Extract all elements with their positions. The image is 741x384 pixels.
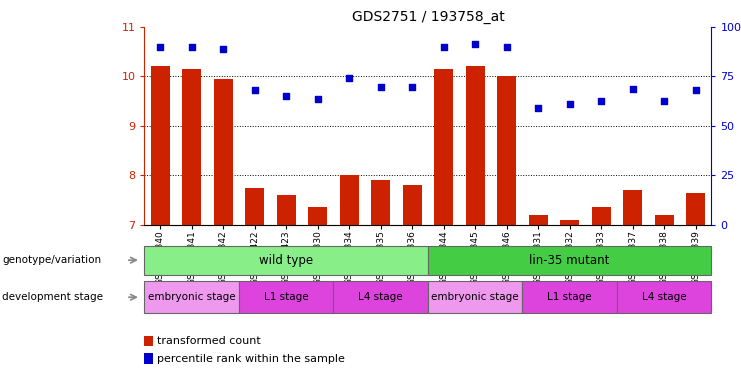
Point <box>186 44 198 50</box>
Bar <box>528 215 548 225</box>
Bar <box>371 180 390 225</box>
Point <box>627 86 639 92</box>
Bar <box>213 79 233 225</box>
Text: lin-35 mutant: lin-35 mutant <box>530 254 610 266</box>
Title: GDS2751 / 193758_at: GDS2751 / 193758_at <box>351 10 505 25</box>
Point <box>501 44 513 50</box>
Bar <box>144 246 428 275</box>
Text: genotype/variation: genotype/variation <box>2 255 102 265</box>
Text: development stage: development stage <box>2 292 103 302</box>
Bar <box>497 76 516 225</box>
Bar <box>623 190 642 225</box>
Point <box>658 98 670 104</box>
Bar <box>182 69 201 225</box>
Point <box>469 41 481 47</box>
Bar <box>655 215 674 225</box>
Text: L4 stage: L4 stage <box>642 292 686 302</box>
Point <box>312 96 324 102</box>
Bar <box>151 66 170 225</box>
Text: percentile rank within the sample: percentile rank within the sample <box>157 354 345 364</box>
Bar <box>144 353 153 364</box>
Bar <box>522 281 617 313</box>
Bar <box>465 66 485 225</box>
Bar <box>686 192 705 225</box>
Bar <box>277 195 296 225</box>
Point <box>375 84 387 90</box>
Bar <box>333 281 428 313</box>
Bar <box>560 220 579 225</box>
Text: L1 stage: L1 stage <box>548 292 592 302</box>
Bar <box>339 175 359 225</box>
Text: wild type: wild type <box>259 254 313 266</box>
Text: embryonic stage: embryonic stage <box>431 292 519 302</box>
Point <box>406 84 418 90</box>
Bar <box>144 336 153 346</box>
Point <box>154 44 166 50</box>
Point <box>438 44 450 50</box>
Bar <box>591 207 611 225</box>
Text: transformed count: transformed count <box>157 336 261 346</box>
Bar <box>308 207 327 225</box>
Point <box>564 101 576 107</box>
Bar <box>428 246 711 275</box>
Bar <box>403 185 422 225</box>
Text: L1 stage: L1 stage <box>264 292 308 302</box>
Point <box>217 46 229 52</box>
Text: embryonic stage: embryonic stage <box>148 292 236 302</box>
Bar <box>428 281 522 313</box>
Point <box>690 87 702 93</box>
Point <box>280 93 292 99</box>
Bar <box>617 281 711 313</box>
Point <box>343 75 355 81</box>
Point <box>532 105 544 111</box>
Bar <box>239 281 333 313</box>
Bar <box>144 281 239 313</box>
Text: L4 stage: L4 stage <box>359 292 403 302</box>
Point <box>249 87 261 93</box>
Bar <box>245 187 265 225</box>
Point <box>595 98 607 104</box>
Bar <box>434 69 453 225</box>
